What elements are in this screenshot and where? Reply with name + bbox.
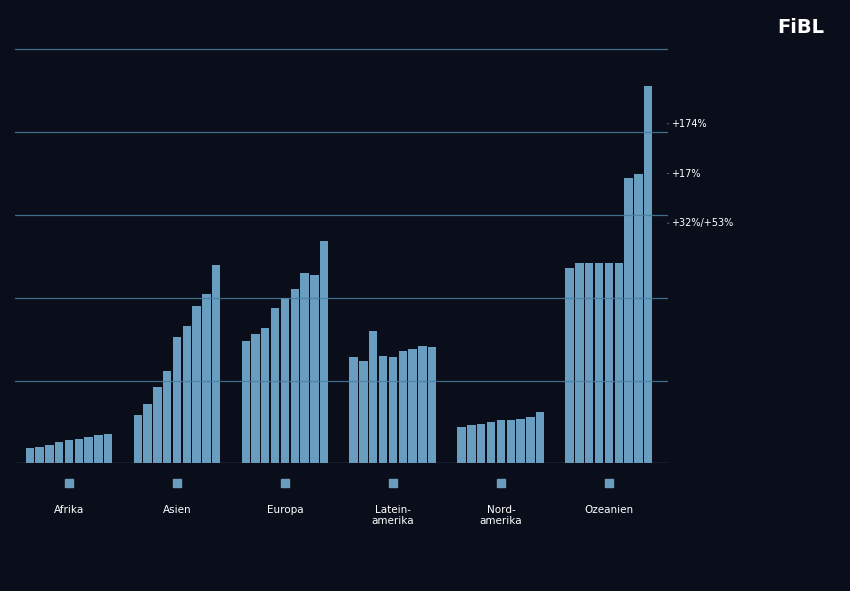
Bar (496, 420, 505, 463)
Text: Ozeanien: Ozeanien (584, 505, 633, 515)
Text: Latein-
amerika: Latein- amerika (371, 505, 414, 527)
Bar (261, 327, 269, 463)
Bar (457, 427, 466, 463)
Bar (202, 294, 211, 463)
Bar (379, 356, 388, 463)
Text: Nord-
amerika: Nord- amerika (479, 505, 522, 527)
Bar (516, 418, 524, 463)
Bar (615, 263, 623, 463)
Bar (144, 404, 151, 463)
Bar (369, 331, 377, 463)
Bar (104, 434, 112, 463)
Text: +174%: +174% (671, 119, 706, 129)
Text: Asien: Asien (162, 505, 191, 515)
Bar (487, 422, 496, 463)
Text: +32%/+53%: +32%/+53% (671, 218, 733, 228)
Text: Europa: Europa (267, 505, 303, 515)
Bar (408, 349, 416, 463)
Bar (585, 263, 593, 463)
Bar (310, 275, 319, 463)
Bar (94, 435, 103, 463)
Bar (36, 447, 43, 463)
Bar (241, 341, 250, 463)
Bar (320, 241, 328, 463)
Bar (349, 358, 358, 463)
Bar (291, 290, 299, 463)
Bar (595, 263, 604, 463)
Bar (625, 178, 632, 463)
Bar (388, 358, 397, 463)
Bar (575, 263, 584, 463)
Bar (153, 387, 162, 463)
Bar (280, 298, 289, 463)
Bar (477, 424, 485, 463)
Bar (26, 449, 34, 463)
Bar (604, 263, 613, 463)
Bar (192, 306, 201, 463)
Bar (173, 337, 181, 463)
Bar (565, 268, 574, 463)
Bar (428, 348, 436, 463)
Bar (183, 326, 191, 463)
Text: Afrika: Afrika (54, 505, 84, 515)
Bar (55, 442, 64, 463)
Bar (418, 346, 427, 463)
Bar (399, 350, 407, 463)
Bar (271, 308, 280, 463)
Bar (507, 420, 515, 463)
Bar (75, 439, 83, 463)
Bar (252, 334, 259, 463)
Bar (634, 174, 643, 463)
Bar (133, 415, 142, 463)
Bar (644, 86, 652, 463)
Bar (360, 361, 368, 463)
Text: +17%: +17% (671, 168, 700, 178)
Bar (536, 412, 544, 463)
Bar (45, 445, 54, 463)
Bar (300, 273, 309, 463)
Bar (468, 426, 476, 463)
Bar (526, 417, 535, 463)
Bar (65, 440, 73, 463)
Text: FiBL: FiBL (778, 18, 824, 37)
Bar (163, 371, 172, 463)
Bar (212, 265, 220, 463)
Bar (84, 437, 93, 463)
